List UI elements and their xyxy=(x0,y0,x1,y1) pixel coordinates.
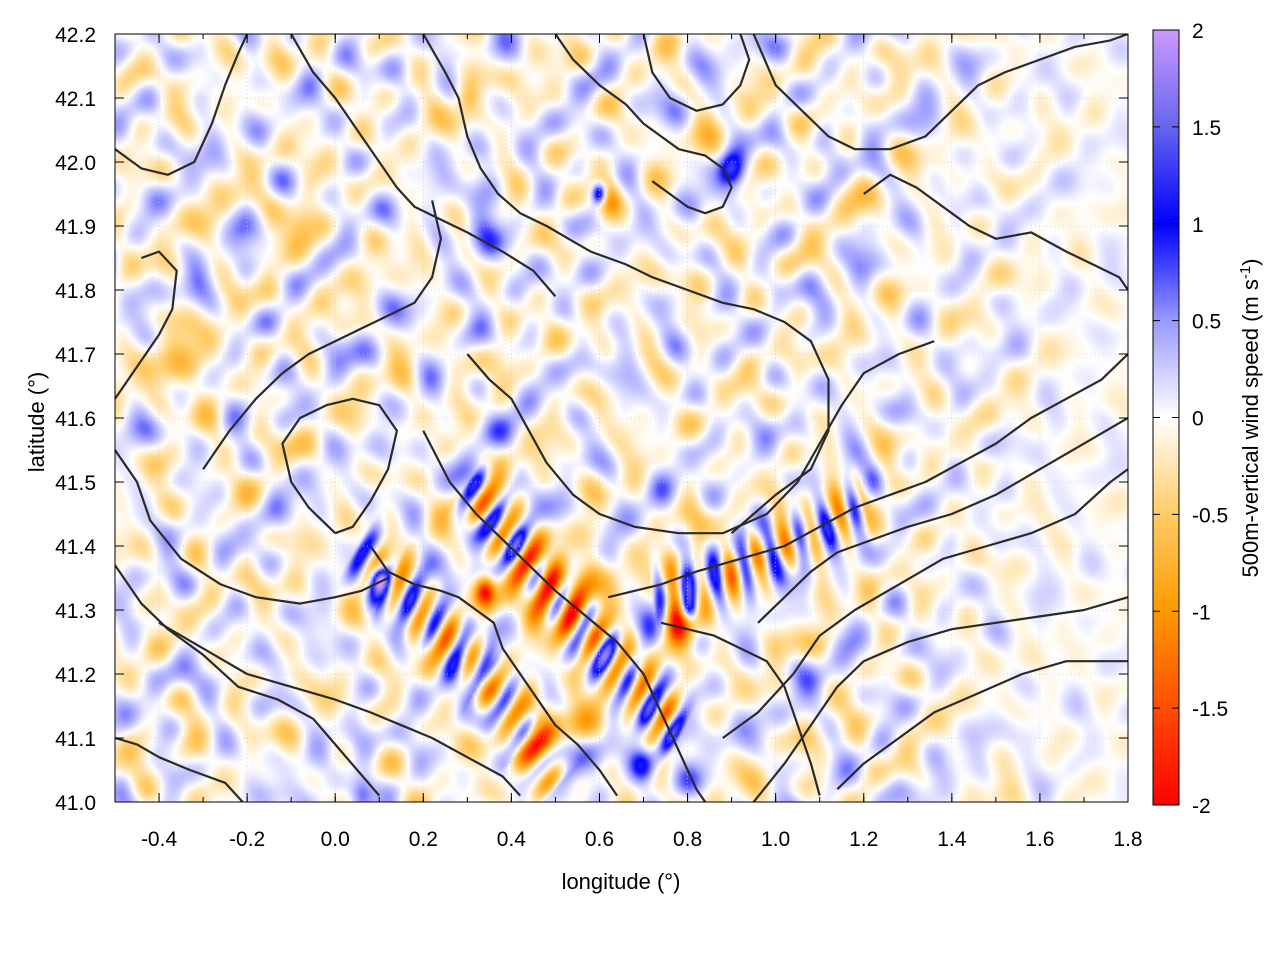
contour-line xyxy=(752,596,1128,802)
heatmap-field xyxy=(115,34,1128,802)
colorbar-title-superscript: -1 xyxy=(1237,266,1254,279)
contour-line xyxy=(642,34,751,112)
contour-line xyxy=(290,34,557,298)
x-axis-title: longitude (°) xyxy=(562,869,681,894)
colorbar: 2 1.5 1 0.5 0 -0.5 -1 -1.5 -2 500m-vertical wind… xyxy=(1152,20,1263,818)
contour-line xyxy=(836,660,1128,790)
contour-line xyxy=(158,621,522,797)
colorbar-tick-label: 0 xyxy=(1192,408,1204,431)
x-tick-label: 1.8 xyxy=(1113,828,1142,851)
x-tick-label: 0.6 xyxy=(585,828,614,851)
contour-lines xyxy=(115,34,1128,802)
contour-line xyxy=(757,417,1128,624)
contour-line xyxy=(863,173,1128,291)
y-axis-title: latitude (°) xyxy=(24,372,49,473)
contour-line xyxy=(608,353,1128,599)
x-tick-label: -0.2 xyxy=(229,828,265,851)
y-tick-label: 41.3 xyxy=(55,600,96,623)
contour-line xyxy=(722,468,1128,739)
x-tick-label: 0.4 xyxy=(497,828,527,851)
vertical-wind-heatmap-image xyxy=(115,34,1128,802)
x-tick-label: 0.8 xyxy=(673,828,702,851)
y-tick-label: 42.1 xyxy=(55,88,96,111)
y-tick-label: 41.0 xyxy=(55,792,96,815)
contour-line xyxy=(115,564,381,797)
x-tick-label: 0.2 xyxy=(409,828,438,851)
contour-line xyxy=(660,621,821,796)
contour-line xyxy=(752,34,1128,151)
colorbar-tick-label: -1.5 xyxy=(1192,698,1228,721)
x-tick-label: 1.0 xyxy=(761,828,790,851)
contour-line xyxy=(422,430,707,802)
contour-line xyxy=(466,340,935,535)
contour-line xyxy=(202,200,442,470)
y-tick-label: 41.8 xyxy=(55,280,96,303)
y-tick-label: 42.0 xyxy=(55,152,96,175)
contour-line xyxy=(281,397,398,535)
x-axis: -0.4 -0.2 0.0 0.2 0.4 0.6 0.8 1.0 1.2 1.4 1.6 1.8 xyxy=(114,34,1143,851)
y-tick-label: 41.2 xyxy=(55,664,96,687)
colorbar-tick-label: -0.5 xyxy=(1192,504,1228,527)
colorbar-tick-label: -2 xyxy=(1192,795,1211,818)
x-tick-label: 0.0 xyxy=(321,828,350,851)
contour-line xyxy=(369,545,619,797)
colorbar-ticks: 2 1.5 1 0.5 0 -0.5 -1 -1.5 -2 xyxy=(1153,20,1228,818)
y-tick-label: 42.2 xyxy=(55,24,96,47)
contour-line xyxy=(115,449,389,605)
y-tick-label: 41.7 xyxy=(55,344,96,367)
colorbar-title-main: 500m-vertical wind speed (m s xyxy=(1238,279,1263,577)
grid-lines xyxy=(115,34,1128,802)
x-tick-label: 1.6 xyxy=(1025,828,1054,851)
x-tick-label: 1.4 xyxy=(937,828,967,851)
x-tick-label: 1.2 xyxy=(849,828,878,851)
colorbar-tick-label: 2 xyxy=(1192,20,1204,43)
contour-line xyxy=(115,250,178,400)
colorbar-title-close: ) xyxy=(1238,258,1263,265)
contour-line xyxy=(422,34,830,535)
x-tick-label: -0.4 xyxy=(141,828,178,851)
y-tick-label: 41.1 xyxy=(55,728,96,751)
contour-line xyxy=(554,34,733,215)
y-tick-label: 41.6 xyxy=(55,408,96,431)
y-tick-label: 41.9 xyxy=(55,216,96,239)
colorbar-tick-label: 1 xyxy=(1192,214,1204,237)
colorbar-tick-label: -1 xyxy=(1192,601,1211,624)
colorbar-tick-label: 1.5 xyxy=(1192,117,1221,140)
y-tick-label: 41.5 xyxy=(55,472,96,495)
colorbar-tick-label: 0.5 xyxy=(1192,311,1221,334)
contour-line xyxy=(115,34,249,176)
contour-line xyxy=(115,736,244,802)
colorbar-title: 500m-vertical wind speed (m s-1) xyxy=(1237,258,1263,577)
y-axis: 41.0 41.1 41.2 41.3 41.4 41.5 41.6 41.7 41.8 41.9… xyxy=(55,24,1128,815)
y-tick-label: 41.4 xyxy=(55,536,96,559)
